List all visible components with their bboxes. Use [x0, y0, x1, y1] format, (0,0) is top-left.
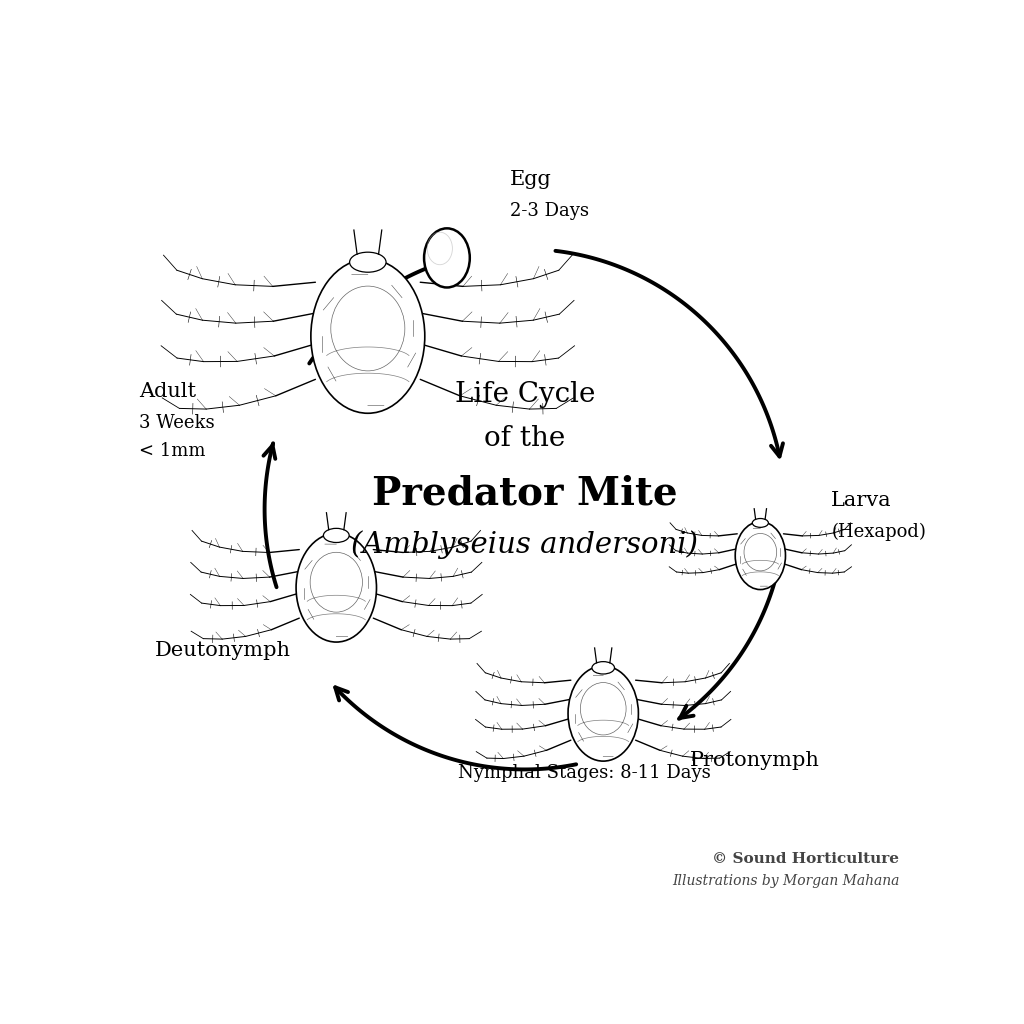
Text: (Amblyseius andersoni): (Amblyseius andersoni) — [351, 530, 698, 559]
Ellipse shape — [296, 534, 377, 642]
Text: (Hexapod): (Hexapod) — [831, 523, 926, 541]
Text: Illustrations by Morgan Mahana: Illustrations by Morgan Mahana — [672, 874, 899, 889]
Text: 2-3 Days: 2-3 Days — [510, 202, 589, 219]
Text: Larva: Larva — [831, 490, 892, 510]
Text: © Sound Horticulture: © Sound Horticulture — [713, 852, 899, 866]
Ellipse shape — [311, 259, 425, 414]
Ellipse shape — [324, 528, 349, 543]
Ellipse shape — [592, 662, 614, 674]
Ellipse shape — [735, 521, 785, 590]
Text: Predator Mite: Predator Mite — [372, 474, 678, 512]
Ellipse shape — [753, 518, 768, 527]
Ellipse shape — [349, 252, 386, 272]
Text: Nymphal Stages: 8-11 Days: Nymphal Stages: 8-11 Days — [458, 764, 711, 782]
Ellipse shape — [568, 666, 638, 761]
Text: Deutonymph: Deutonymph — [155, 641, 291, 660]
Ellipse shape — [424, 228, 470, 288]
Text: Adult: Adult — [139, 382, 197, 400]
Text: < 1mm: < 1mm — [139, 441, 206, 460]
Text: Protonymph: Protonymph — [690, 752, 820, 770]
Text: of the: of the — [484, 425, 565, 452]
Text: Life Cycle: Life Cycle — [455, 381, 595, 409]
Text: Egg: Egg — [510, 170, 552, 188]
Text: 3 Weeks: 3 Weeks — [139, 414, 215, 432]
